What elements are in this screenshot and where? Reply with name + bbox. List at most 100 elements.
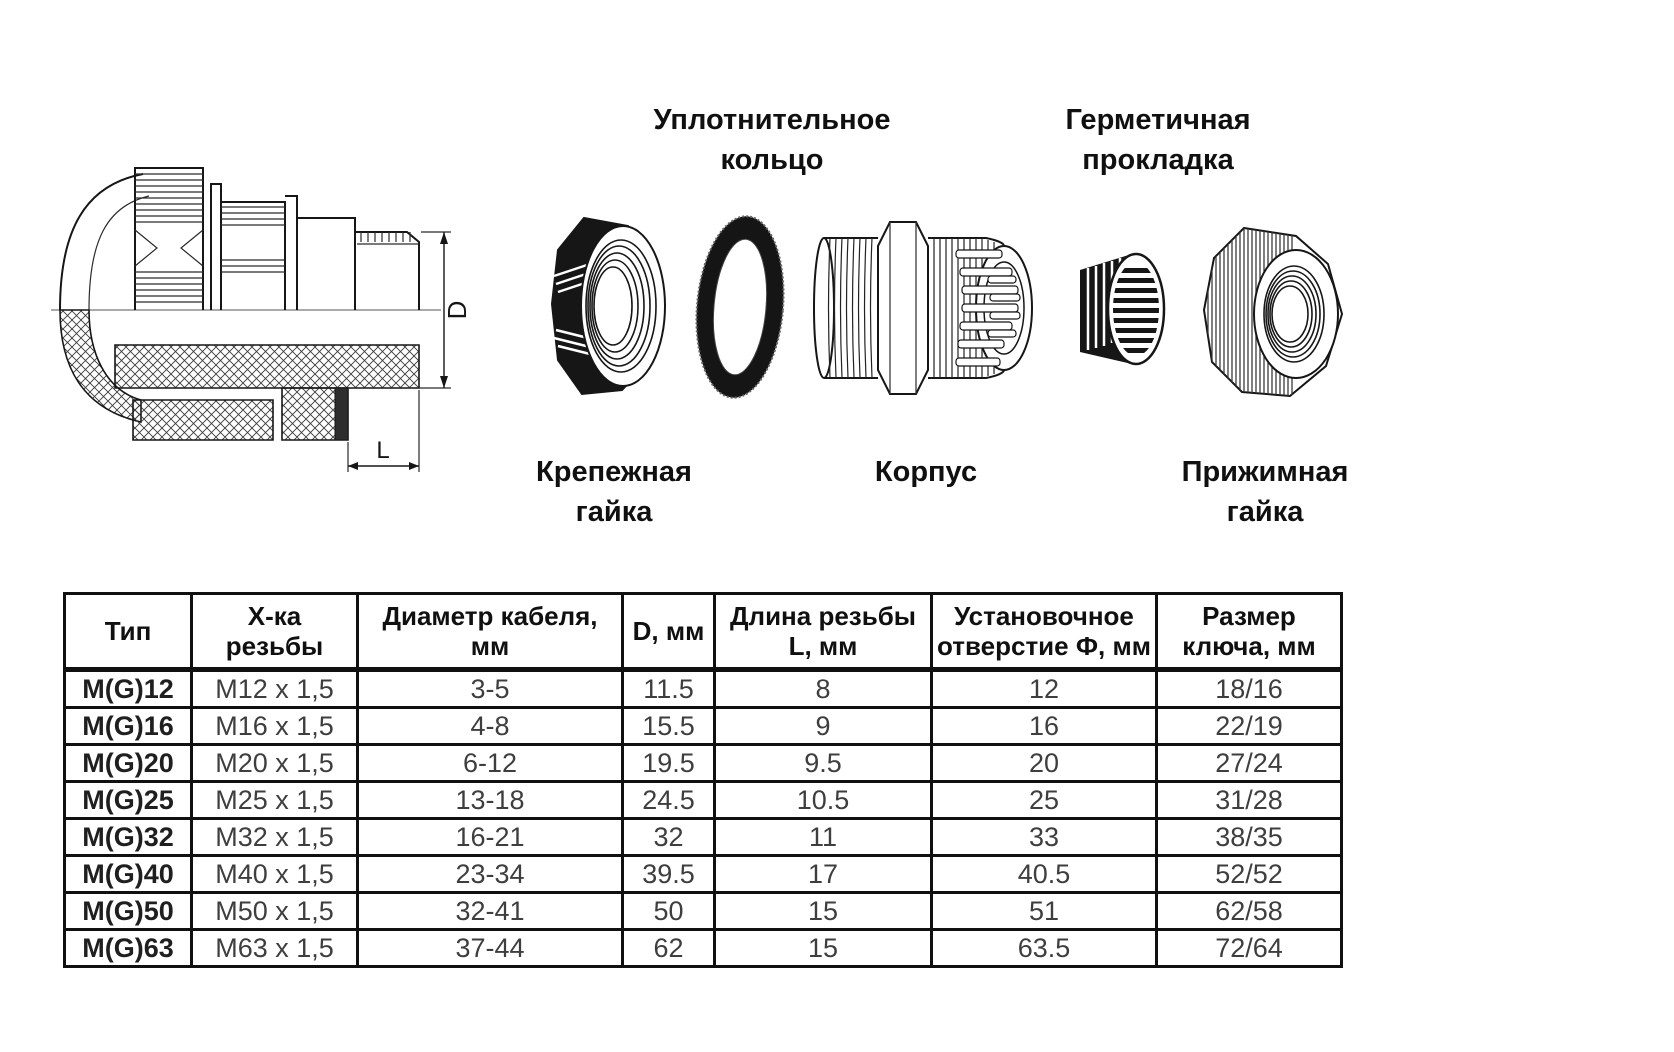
column-header-type: Тип	[63, 592, 193, 672]
label-hermetic-gasket: Герметичная прокладка	[998, 100, 1318, 180]
dimension-l-label: L	[376, 437, 389, 464]
table-cell: M(G)20	[63, 743, 193, 783]
table-cell: 62	[621, 928, 716, 968]
label-pressing-nut-line2: гайка	[1226, 496, 1304, 528]
pressing-nut-drawing	[1202, 226, 1344, 398]
column-header-mounting-hole: Установочное отверстие Ф, мм	[930, 592, 1158, 672]
label-pressing-nut: Прижимная гайка	[1105, 452, 1425, 532]
table-row: M(G)40 M40 x 1,5 23-34 39.5 17 40.5 52/5…	[63, 854, 1343, 894]
table-cell: 8	[713, 668, 933, 709]
table-cell: 72/64	[1155, 928, 1343, 968]
table-cell: M20 x 1,5	[190, 743, 359, 783]
cross-section-drawing: D L	[51, 167, 472, 472]
table-cell: 27/24	[1155, 743, 1343, 783]
label-hermetic-gasket-line2: прокладка	[1082, 144, 1234, 176]
table-cell: M12 x 1,5	[190, 668, 359, 709]
table-cell: 32-41	[356, 891, 624, 931]
table-cell: 33	[930, 817, 1158, 857]
table-cell: 10.5	[713, 780, 933, 820]
table-cell: 62/58	[1155, 891, 1343, 931]
table-row: M(G)12 M12 x 1,5 3-5 11.5 8 12 18/16	[63, 668, 1343, 709]
table-row: M(G)63 M63 x 1,5 37-44 62 15 63.5 72/64	[63, 928, 1343, 968]
column-header-cable-diameter: Диаметр кабеля, мм	[356, 592, 624, 672]
table-cell: M(G)12	[63, 668, 193, 709]
label-body-line1: Корпус	[874, 456, 978, 488]
column-header-thread: Х-ка резьбы	[190, 592, 359, 672]
table-cell: M(G)40	[63, 854, 193, 894]
table-cell: M50 x 1,5	[190, 891, 359, 931]
table-cell: 11	[713, 817, 933, 857]
fastening-nut-drawing	[550, 216, 666, 396]
table-cell: M(G)32	[63, 817, 193, 857]
body-drawing	[813, 221, 1033, 395]
table-cell: 18/16	[1155, 668, 1343, 709]
table-row: M(G)25 M25 x 1,5 13-18 24.5 10.5 25 31/2…	[63, 780, 1343, 820]
table-cell: 20	[930, 743, 1158, 783]
dimension-d-label: D	[442, 301, 472, 320]
table-cell: 19.5	[621, 743, 716, 783]
table-cell: M25 x 1,5	[190, 780, 359, 820]
label-fastening-nut-line2: гайка	[575, 496, 653, 528]
sealing-ring-drawing	[695, 215, 785, 399]
table-cell: 6-12	[356, 743, 624, 783]
column-header-wrench-size: Размер ключа, мм	[1155, 592, 1343, 672]
table-cell: M32 x 1,5	[190, 817, 359, 857]
table-cell: M16 x 1,5	[190, 706, 359, 746]
label-body: Корпус	[766, 452, 1086, 492]
table-cell: 22/19	[1155, 706, 1343, 746]
label-sealing-ring-line2: кольцо	[720, 144, 824, 176]
spec-table: Тип Х-ка резьбы Диаметр кабеля, мм D, мм…	[63, 592, 1343, 968]
table-cell: 16	[930, 706, 1158, 746]
table-cell: 17	[713, 854, 933, 894]
table-cell: 4-8	[356, 706, 624, 746]
table-cell: 40.5	[930, 854, 1158, 894]
table-cell: 51	[930, 891, 1158, 931]
table-row: M(G)50 M50 x 1,5 32-41 50 15 51 62/58	[63, 891, 1343, 931]
hermetic-gasket-drawing	[1080, 252, 1166, 366]
table-cell: 23-34	[356, 854, 624, 894]
table-cell: 39.5	[621, 854, 716, 894]
table-cell: 37-44	[356, 928, 624, 968]
table-header-row: Тип Х-ка резьбы Диаметр кабеля, мм D, мм…	[63, 592, 1343, 672]
label-pressing-nut-line1: Прижимная	[1181, 456, 1349, 488]
table-cell: M(G)63	[63, 928, 193, 968]
table-cell: 52/52	[1155, 854, 1343, 894]
label-fastening-nut-line1: Крепежная	[536, 456, 692, 488]
table-cell: 13-18	[356, 780, 624, 820]
label-hermetic-gasket-line1: Герметичная	[1065, 104, 1251, 136]
table-row: M(G)20 M20 x 1,5 6-12 19.5 9.5 20 27/24	[63, 743, 1343, 783]
table-cell: 32	[621, 817, 716, 857]
table-cell: 31/28	[1155, 780, 1343, 820]
table-cell: M(G)25	[63, 780, 193, 820]
table-cell: M40 x 1,5	[190, 854, 359, 894]
table-cell: 11.5	[621, 668, 716, 709]
table-cell: 9	[713, 706, 933, 746]
label-sealing-ring-line1: Уплотнительное	[653, 104, 891, 136]
table-cell: M(G)50	[63, 891, 193, 931]
table-cell: 63.5	[930, 928, 1158, 968]
table-cell: 25	[930, 780, 1158, 820]
table-cell: M63 x 1,5	[190, 928, 359, 968]
table-cell: 3-5	[356, 668, 624, 709]
table-cell: 50	[621, 891, 716, 931]
column-header-d: D, мм	[621, 592, 716, 672]
table-cell: 12	[930, 668, 1158, 709]
table-row: M(G)16 M16 x 1,5 4-8 15.5 9 16 22/19	[63, 706, 1343, 746]
table-cell: 15	[713, 891, 933, 931]
table-cell: 16-21	[356, 817, 624, 857]
table-cell: 38/35	[1155, 817, 1343, 857]
table-cell: 24.5	[621, 780, 716, 820]
table-cell: 15	[713, 928, 933, 968]
grommet-ribs	[134, 173, 204, 303]
label-fastening-nut: Крепежная гайка	[454, 452, 774, 532]
body-thread-left	[827, 237, 873, 379]
column-header-thread-length: Длина резьбы L, мм	[713, 592, 933, 672]
table-row: M(G)32 M32 x 1,5 16-21 32 11 33 38/35	[63, 817, 1343, 857]
dimension-l: L	[347, 390, 420, 472]
table-cell: 9.5	[713, 743, 933, 783]
cage-slots	[955, 249, 1021, 367]
thread-ticks	[357, 232, 419, 245]
dimension-d: D	[385, 231, 472, 389]
table-cell: M(G)16	[63, 706, 193, 746]
